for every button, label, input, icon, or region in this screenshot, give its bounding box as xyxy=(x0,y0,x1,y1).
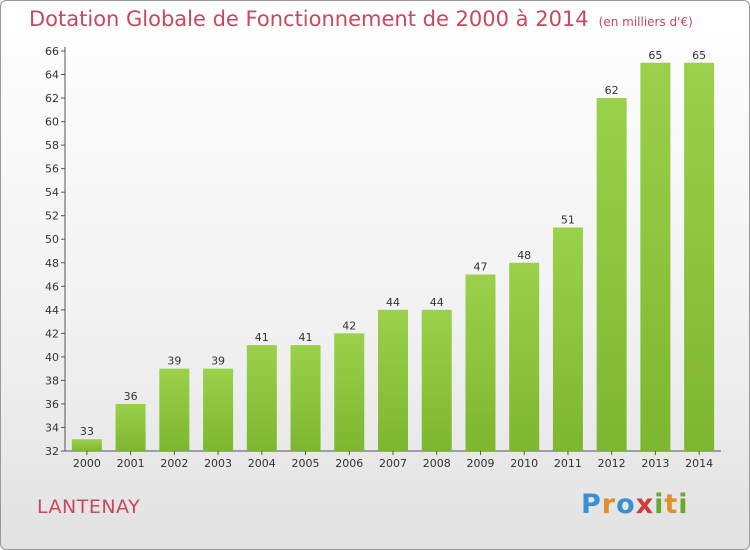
x-tick-label: 2010 xyxy=(510,457,538,470)
bar-value-label: 44 xyxy=(430,296,444,309)
logo-letter: r xyxy=(601,489,617,520)
bar-value-label: 36 xyxy=(124,390,138,403)
bar-value-label: 41 xyxy=(255,331,269,344)
y-tick-label: 36 xyxy=(45,398,59,411)
y-tick-label: 48 xyxy=(45,257,59,270)
x-tick-label: 2012 xyxy=(598,457,626,470)
y-tick-label: 58 xyxy=(45,139,59,152)
x-tick-label: 2007 xyxy=(379,457,407,470)
chart-title: Dotation Globale de Fonctionnement de 20… xyxy=(29,7,693,31)
y-tick-label: 38 xyxy=(45,374,59,387)
bar-value-label: 33 xyxy=(80,425,94,438)
y-tick-label: 42 xyxy=(45,327,59,340)
logo-letter: P xyxy=(581,489,602,520)
bar xyxy=(509,262,540,451)
logo-letter: t xyxy=(664,489,679,520)
x-tick-label: 2008 xyxy=(423,457,451,470)
y-tick-label: 64 xyxy=(45,69,59,82)
bar xyxy=(640,62,671,451)
place-name: LANTENAY xyxy=(37,496,141,518)
x-tick-label: 2013 xyxy=(641,457,669,470)
bar xyxy=(596,98,627,451)
y-tick-label: 56 xyxy=(45,163,59,176)
bar-value-label: 62 xyxy=(605,84,619,97)
x-tick-label: 2002 xyxy=(160,457,188,470)
x-tick-label: 2003 xyxy=(204,457,232,470)
bar xyxy=(334,333,365,451)
bar-value-label: 44 xyxy=(386,296,400,309)
y-tick-label: 52 xyxy=(45,210,59,223)
y-tick-label: 62 xyxy=(45,92,59,105)
y-tick-label: 66 xyxy=(45,45,59,58)
bar-value-label: 51 xyxy=(561,213,575,226)
y-tick-label: 46 xyxy=(45,280,59,293)
x-tick-label: 2006 xyxy=(335,457,363,470)
y-tick-label: 40 xyxy=(45,351,59,364)
x-tick-label: 2009 xyxy=(466,457,494,470)
bar xyxy=(203,368,234,451)
proxiti-logo: Proxiti xyxy=(581,489,689,520)
bar xyxy=(421,309,452,451)
y-tick-label: 50 xyxy=(45,233,59,246)
logo-letter: x xyxy=(635,489,655,520)
bar-value-label: 39 xyxy=(167,355,181,368)
bar xyxy=(159,368,190,451)
x-tick-label: 2014 xyxy=(685,457,713,470)
bar xyxy=(684,62,715,451)
y-tick-label: 44 xyxy=(45,304,59,317)
bar-value-label: 47 xyxy=(473,261,487,274)
x-tick-label: 2001 xyxy=(117,457,145,470)
y-tick-label: 34 xyxy=(45,421,59,434)
bar-value-label: 65 xyxy=(648,49,662,62)
chart-subtitle: (en milliers d'€) xyxy=(598,15,693,29)
x-tick-label: 2005 xyxy=(292,457,320,470)
bar-value-label: 39 xyxy=(211,355,225,368)
y-tick-label: 54 xyxy=(45,186,59,199)
bar xyxy=(552,227,583,451)
bar-value-label: 48 xyxy=(517,249,531,262)
bar xyxy=(115,403,146,451)
bar xyxy=(465,274,496,451)
bar-value-label: 65 xyxy=(692,49,706,62)
bar xyxy=(378,309,408,451)
bar xyxy=(71,439,102,451)
logo-letter: o xyxy=(616,489,636,520)
logo-letter: i xyxy=(678,489,689,520)
bar xyxy=(290,345,321,451)
y-tick-label: 32 xyxy=(45,445,59,458)
chart-title-text: Dotation Globale de Fonctionnement de 20… xyxy=(29,7,589,31)
bar-value-label: 41 xyxy=(299,331,313,344)
y-tick-label: 60 xyxy=(45,116,59,129)
x-tick-label: 2000 xyxy=(73,457,101,470)
logo-letter: i xyxy=(654,489,665,520)
bar xyxy=(246,345,277,451)
bar-value-label: 42 xyxy=(342,319,356,332)
x-tick-label: 2004 xyxy=(248,457,276,470)
x-tick-label: 2011 xyxy=(554,457,582,470)
